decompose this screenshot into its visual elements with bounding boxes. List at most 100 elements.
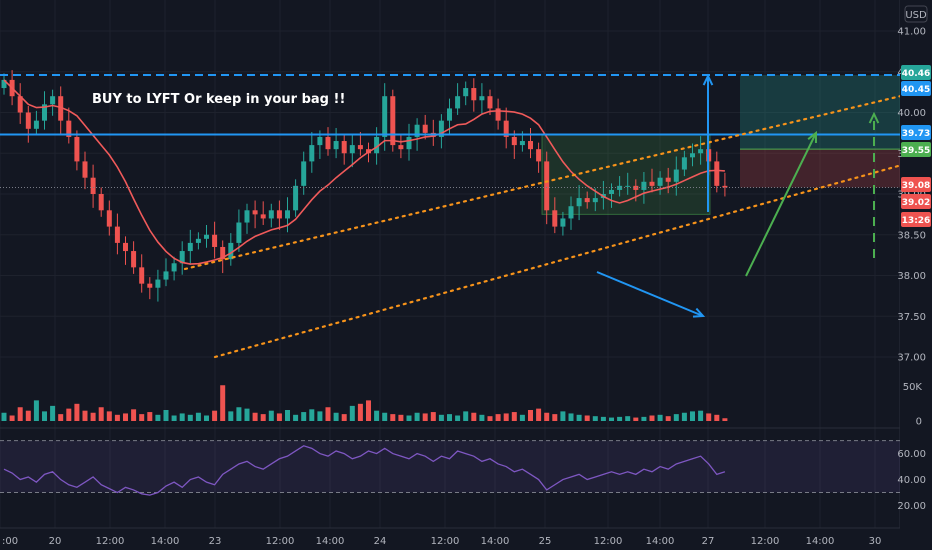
volume-bar	[495, 414, 501, 421]
price-tag-label: 39.08	[902, 181, 930, 191]
volume-bar	[33, 400, 39, 421]
time-tick-label: :00	[2, 536, 18, 547]
volume-bar	[625, 416, 631, 421]
volume-bar	[528, 410, 533, 421]
time-tick-label: 14:00	[316, 536, 345, 547]
time-tick-label: 14:00	[806, 536, 835, 547]
upward-projection-arrow-head	[702, 73, 714, 86]
time-tick-label: 12:00	[96, 536, 125, 547]
volume-bar	[681, 412, 687, 421]
price-tag-label: 13:26	[902, 216, 931, 226]
volume-bars	[1, 385, 728, 421]
volume-bar	[74, 403, 80, 421]
price-tag-label: 39.55	[902, 146, 930, 156]
volume-bar	[617, 416, 623, 421]
price-tag-label: 40.45	[902, 85, 930, 95]
candle-body	[74, 136, 80, 162]
volume-bar	[357, 403, 363, 421]
candle-body	[195, 238, 201, 243]
volume-bar	[260, 414, 266, 421]
volume-bar	[698, 410, 704, 421]
time-tick-label: 14:00	[646, 536, 675, 547]
candle-body	[447, 108, 452, 121]
volume-bar	[706, 413, 712, 421]
volume-tick-label: 50K	[903, 382, 923, 393]
bullish-arrow	[745, 132, 817, 277]
volume-bar	[244, 408, 250, 421]
rsi-tick-label: 20.00	[897, 501, 926, 512]
volume-bar	[123, 413, 128, 421]
volume-bar	[414, 412, 420, 421]
candle-body	[252, 210, 258, 215]
downward-projection-arrow	[596, 271, 704, 317]
candle-body	[625, 185, 631, 187]
volume-bar	[66, 408, 72, 421]
volume-bar	[657, 414, 663, 421]
candle-body	[341, 141, 347, 154]
candle-body	[544, 161, 550, 211]
candle-body	[333, 141, 339, 150]
volume-bar	[82, 410, 88, 421]
candle-body	[139, 267, 145, 284]
time-tick-label: 14:00	[481, 536, 510, 547]
candle-body	[552, 210, 558, 227]
candle-body	[212, 234, 218, 247]
stop-zone	[740, 149, 900, 188]
volume-bar	[349, 405, 355, 421]
volume-bar	[90, 412, 96, 421]
downward-projection-arrow-head	[692, 307, 706, 318]
price-axis: USD41.0040.5040.0039.5039.0038.5038.0037…	[897, 0, 932, 550]
price-tag	[901, 65, 931, 80]
price-tag	[901, 177, 931, 192]
volume-bar	[382, 412, 388, 421]
candle-body	[414, 124, 420, 137]
volume-bar	[147, 412, 153, 421]
candle-body	[244, 210, 250, 223]
candle-body	[309, 145, 315, 162]
volume-bar	[544, 412, 550, 421]
volume-bar	[268, 410, 274, 421]
candle-body	[98, 194, 104, 211]
volume-bar	[341, 414, 347, 421]
volume-bar	[503, 413, 509, 421]
candle-body	[155, 279, 161, 288]
volume-bar	[228, 411, 234, 421]
candle-body	[584, 198, 590, 203]
candle-body	[33, 120, 39, 129]
time-tick-label: 30	[869, 536, 882, 547]
candle-body	[82, 161, 88, 178]
price-tag	[901, 194, 931, 209]
time-tick-label: 20	[49, 536, 62, 547]
volume-bar	[463, 411, 469, 421]
time-tick-label: 27	[702, 536, 715, 547]
time-tick-label: 12:00	[751, 536, 780, 547]
candle-body	[479, 96, 485, 101]
volume-bar	[1, 412, 7, 421]
candle-body	[114, 226, 120, 243]
volume-bar	[293, 414, 299, 421]
volume-bar	[50, 405, 56, 421]
volume-bar	[447, 414, 452, 421]
candle-body	[228, 242, 234, 260]
time-tick-label: 23	[209, 536, 222, 547]
candle-body	[519, 141, 525, 146]
currency-label: USD	[905, 10, 927, 21]
candle-body	[236, 222, 242, 243]
candle-body	[592, 198, 598, 203]
channel-lower-line	[213, 164, 902, 359]
volume-bar	[584, 415, 590, 421]
candle-body	[657, 177, 663, 186]
volume-bar	[690, 411, 695, 421]
candle-body	[163, 271, 169, 280]
volume-bar	[609, 417, 614, 421]
volume-bar	[114, 414, 120, 421]
volume-bar	[487, 416, 493, 421]
volume-bar	[187, 414, 193, 421]
volume-bar	[163, 410, 169, 421]
volume-bar	[212, 410, 218, 421]
candle-body	[714, 161, 720, 186]
candle-body	[609, 189, 614, 194]
volume-bar	[98, 407, 104, 421]
volume-bar	[220, 385, 226, 421]
